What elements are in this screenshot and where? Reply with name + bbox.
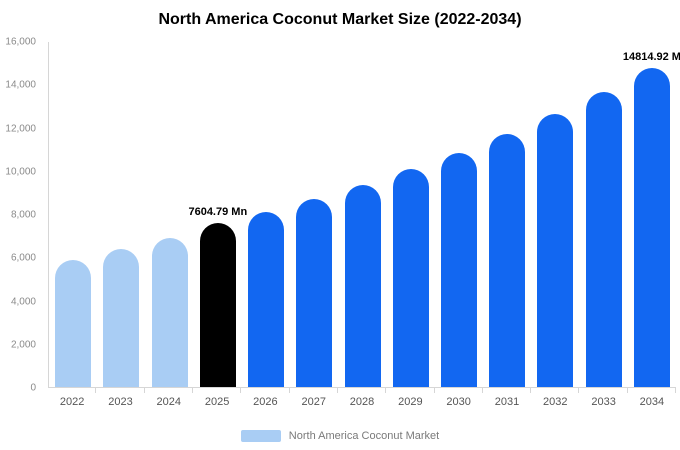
x-axis-tick — [96, 388, 145, 393]
bar-2022[interactable] — [55, 259, 92, 387]
y-tick-label: 10,000 — [5, 166, 36, 178]
x-axis-tick — [48, 388, 97, 393]
x-axis-tick — [531, 388, 580, 393]
bar-cell — [290, 42, 338, 387]
x-tick-label: 2023 — [108, 396, 133, 408]
x-tick-label: 2025 — [204, 396, 230, 408]
y-tick-label: 2,000 — [10, 339, 36, 351]
x-axis-ticks — [48, 388, 677, 393]
y-tick-label: 16,000 — [5, 36, 36, 48]
bar-2029[interactable] — [392, 169, 429, 387]
bar-2033[interactable] — [585, 91, 622, 387]
bar-cell: 7604.79 Mn — [188, 42, 247, 387]
bar-2024[interactable] — [151, 238, 188, 387]
y-tick-label: 8,000 — [10, 209, 36, 221]
bar-2031[interactable] — [489, 133, 526, 387]
x-tick-label: 2024 — [156, 396, 182, 408]
bar-2027[interactable] — [296, 199, 333, 387]
x-axis-tick — [386, 388, 435, 393]
x-axis-tick — [193, 388, 242, 393]
x-tick-label: 2028 — [349, 396, 375, 408]
bar-cell — [338, 42, 386, 387]
bar-cell — [242, 42, 290, 387]
bar-2032[interactable] — [537, 114, 574, 387]
x-tick-label: 2029 — [398, 396, 423, 408]
x-tick-label: 2026 — [253, 396, 278, 408]
bar-2025[interactable] — [199, 223, 236, 387]
bar-value-label: 14814.92 M — [622, 50, 680, 63]
bar-2028[interactable] — [344, 185, 381, 387]
x-axis-tick — [628, 388, 677, 393]
y-tick-label: 12,000 — [5, 123, 36, 134]
x-tick-label: 2027 — [301, 396, 326, 408]
x-tick-label: 2034 — [639, 396, 665, 408]
bar-2026[interactable] — [248, 212, 285, 387]
bar-cell — [435, 42, 483, 387]
x-axis-tick — [435, 388, 483, 393]
x-axis-tick — [241, 388, 290, 393]
x-axis-labels: 2022 2023 2024 2025 2026 2027 2028 2029 2030 2031… — [48, 396, 676, 408]
chart-title: North America Coconut Market Size (2022-… — [158, 11, 522, 28]
x-tick-label: 2031 — [494, 396, 520, 408]
bar-cell — [580, 42, 628, 387]
legend[interactable]: North America Coconut Market — [0, 430, 680, 442]
y-tick-label: 4,000 — [10, 296, 36, 307]
bar-cell — [531, 42, 579, 387]
bar-cell — [49, 42, 97, 387]
bar-cell — [387, 42, 435, 387]
plot-area: 7604.79 Mn 14814.92 M — [48, 42, 680, 388]
x-axis-tick — [579, 388, 628, 393]
x-axis-tick — [483, 388, 532, 393]
bar-cell: 14814.92 M — [623, 42, 680, 387]
bar-2023[interactable] — [103, 249, 140, 387]
x-tick-label: 2030 — [446, 396, 471, 408]
legend-label: North America Coconut Market — [288, 430, 440, 442]
y-tick-label: 6,000 — [10, 252, 36, 264]
x-tick-label: 2033 — [591, 396, 616, 408]
x-tick-label: 2032 — [543, 396, 568, 408]
bar-cell — [97, 42, 145, 387]
y-tick-label: 14,000 — [5, 79, 36, 91]
y-tick-label: 0 — [30, 382, 36, 394]
x-tick-label: 2022 — [59, 396, 85, 408]
bar-2034[interactable] — [633, 67, 670, 387]
bar-value-label: 7604.79 Mn — [188, 206, 248, 219]
bar-cell — [145, 42, 193, 387]
x-axis-tick — [338, 388, 387, 393]
x-axis-tick — [145, 388, 193, 393]
bars-row: 7604.79 Mn 14814.92 M — [49, 42, 680, 387]
bar-2030[interactable] — [440, 153, 477, 387]
legend-swatch — [240, 430, 281, 442]
x-axis-tick — [290, 388, 338, 393]
y-axis: 0 2,000 4,000 6,000 8,000 10,000 12,000 14,000 1… — [0, 37, 42, 394]
bar-cell — [483, 42, 531, 387]
